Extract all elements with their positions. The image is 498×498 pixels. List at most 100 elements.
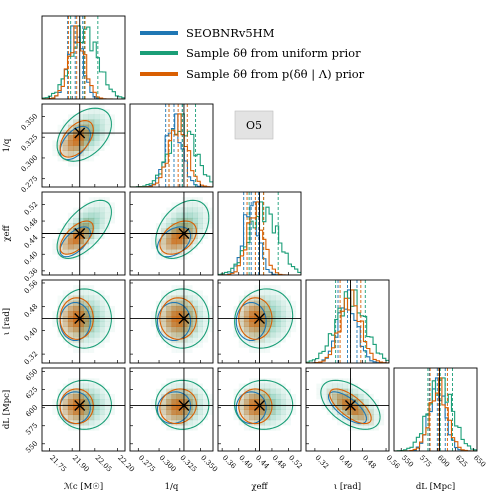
- density-cell-dl-iota-1: [331, 393, 338, 400]
- density-cell-iota-invq-1: [181, 305, 188, 312]
- density-cell-dl-chi-0: [233, 399, 240, 405]
- density-cell-iota-chi-0: [269, 342, 276, 348]
- density-cell-iota-chi-0: [249, 337, 255, 343]
- density-cell-dl-mc-0: [93, 393, 100, 400]
- legend: SEOBNRv5HM Sample δθ from uniform prior …: [140, 26, 365, 82]
- density-cell-chi-mc-0: [104, 207, 110, 214]
- density-cell-dl-mc-0: [78, 378, 84, 384]
- density-cell-dl-invq-0: [202, 409, 209, 415]
- density-cell-iota-chi-0: [238, 300, 245, 307]
- density-cell-invq-mc-0: [104, 124, 110, 131]
- density-cell-iota-mc-0: [99, 300, 105, 307]
- density-cell-iota-invq-0: [181, 337, 188, 343]
- density-cell-iota-invq-0: [171, 347, 177, 353]
- density-cell-iota-mc-1: [67, 326, 74, 333]
- density-cell-invq-mc-0: [88, 150, 95, 157]
- density-cell-iota-chi-1: [249, 316, 255, 322]
- density-cell-chi-mc-0: [83, 243, 89, 250]
- density-cell-dl-iota-0: [326, 388, 333, 395]
- density-cell-dl-invq-0: [192, 378, 198, 384]
- density-cell-dl-chi-1: [249, 404, 255, 410]
- density-cell-chi-invq-0: [197, 233, 203, 239]
- density-cell-dl-chi-0: [243, 425, 250, 431]
- density-cell-dl-mc-0: [109, 404, 115, 410]
- density-cell-iota-invq-0: [176, 342, 183, 348]
- contour-dl-chi-series-1: [234, 379, 294, 430]
- density-cell-iota-invq-1: [187, 321, 193, 327]
- density-cell-chi-mc-0: [109, 202, 115, 208]
- density-cell-iota-chi-1: [254, 321, 260, 327]
- density-cell-dl-mc-1: [78, 399, 84, 405]
- density-cell-iota-invq-0: [187, 290, 193, 296]
- density-cell-iota-chi-0: [280, 300, 286, 307]
- density-cell-iota-mc-1: [62, 305, 69, 312]
- density-cell-dl-iota-1: [357, 414, 364, 421]
- density-cell-iota-mc-0: [88, 295, 95, 302]
- density-cell-iota-mc-0: [83, 311, 89, 317]
- density-cell-iota-invq-1: [187, 305, 193, 312]
- density-cell-chi-mc-0: [78, 217, 84, 224]
- density-cell-dl-invq-1: [176, 404, 183, 410]
- density-cell-dl-chi-0: [275, 404, 281, 410]
- density-cell-iota-chi-0: [233, 331, 240, 338]
- density-cell-dl-invq-0: [166, 409, 172, 415]
- density-cell-iota-invq-0: [192, 331, 198, 338]
- density-cell-iota-mc-0: [88, 311, 95, 317]
- density-cell-iota-mc-1: [83, 321, 89, 327]
- density-cell-chi-invq-1: [171, 223, 177, 229]
- contour-chi-mc-series-2: [59, 220, 94, 255]
- density-cell-chi-invq-0: [155, 254, 162, 260]
- density-cell-iota-invq-0: [161, 321, 167, 327]
- density-cell-dl-invq-0: [192, 393, 198, 400]
- density-cell-iota-mc-1: [78, 321, 84, 327]
- density-cell-dl-invq-0: [207, 409, 213, 415]
- density-cell-chi-mc-0: [104, 197, 110, 203]
- density-cell-chi-invq-0: [161, 238, 167, 245]
- density-cell-dl-iota-0: [378, 414, 385, 421]
- density-cell-dl-mc-0: [83, 414, 89, 421]
- density-cell-iota-invq-0: [202, 311, 209, 317]
- density-cell-chi-invq-0: [187, 243, 193, 250]
- density-cell-iota-mc-0: [67, 305, 74, 312]
- density-cell-iota-mc-0: [67, 342, 74, 348]
- density-cell-iota-mc-0: [99, 311, 105, 317]
- density-cell-dl-invq-0: [207, 393, 213, 400]
- density-cell-dl-invq-1: [171, 409, 177, 415]
- density-cell-iota-chi-0: [259, 342, 265, 348]
- ytick-label-chi-4: 0.52: [23, 200, 40, 217]
- density-cell-chi-mc-1: [88, 228, 95, 234]
- xtick-label-invq-2: 0.325: [178, 454, 198, 474]
- density-cell-chi-invq-0: [161, 212, 167, 219]
- density-cell-chi-mc-0: [73, 228, 79, 234]
- density-cell-dl-mc-1: [83, 414, 89, 421]
- density-cell-iota-chi-1: [254, 331, 260, 338]
- density-cell-dl-invq-0: [197, 388, 203, 395]
- density-cell-dl-invq-1: [166, 388, 172, 395]
- density-cell-iota-invq-0: [187, 342, 193, 348]
- density-cell-dl-chi-0: [264, 383, 271, 390]
- density-cell-dl-chi-0: [264, 419, 271, 426]
- density-cell-iota-mc-0: [88, 321, 95, 327]
- density-cell-iota-invq-0: [171, 285, 177, 291]
- density-cell-iota-invq-0: [192, 326, 198, 333]
- panel-frame-4-1: [129, 367, 214, 452]
- density-cell-iota-chi-0: [264, 347, 271, 353]
- density-cell-chi-mc-0: [73, 207, 79, 214]
- density-cell-chi-invq-1: [166, 238, 172, 245]
- panel-iota-invq: [129, 279, 214, 364]
- density-cell-iota-mc-1: [67, 321, 74, 327]
- density-cell-dl-iota-0: [352, 414, 359, 421]
- contour-dl-iota-series-2: [329, 388, 372, 425]
- density-cell-iota-chi-0: [264, 316, 271, 322]
- density-cell-invq-mc-0: [109, 114, 115, 120]
- density-cell-dl-invq-0: [155, 388, 162, 395]
- density-cell-dl-mc-0: [62, 383, 69, 390]
- density-cell-iota-invq-0: [171, 337, 177, 343]
- density-cell-dl-mc-0: [99, 419, 105, 426]
- panel-frame-1-1: [129, 103, 214, 188]
- panel-dl-invq: 0.275 0.300 0.325 0.350 1/q: [129, 367, 219, 492]
- xtick-label-mc-3: 22.20: [116, 454, 136, 474]
- density-cell-dl-mc-1: [67, 409, 74, 415]
- density-cell-dl-mc-1: [73, 393, 79, 400]
